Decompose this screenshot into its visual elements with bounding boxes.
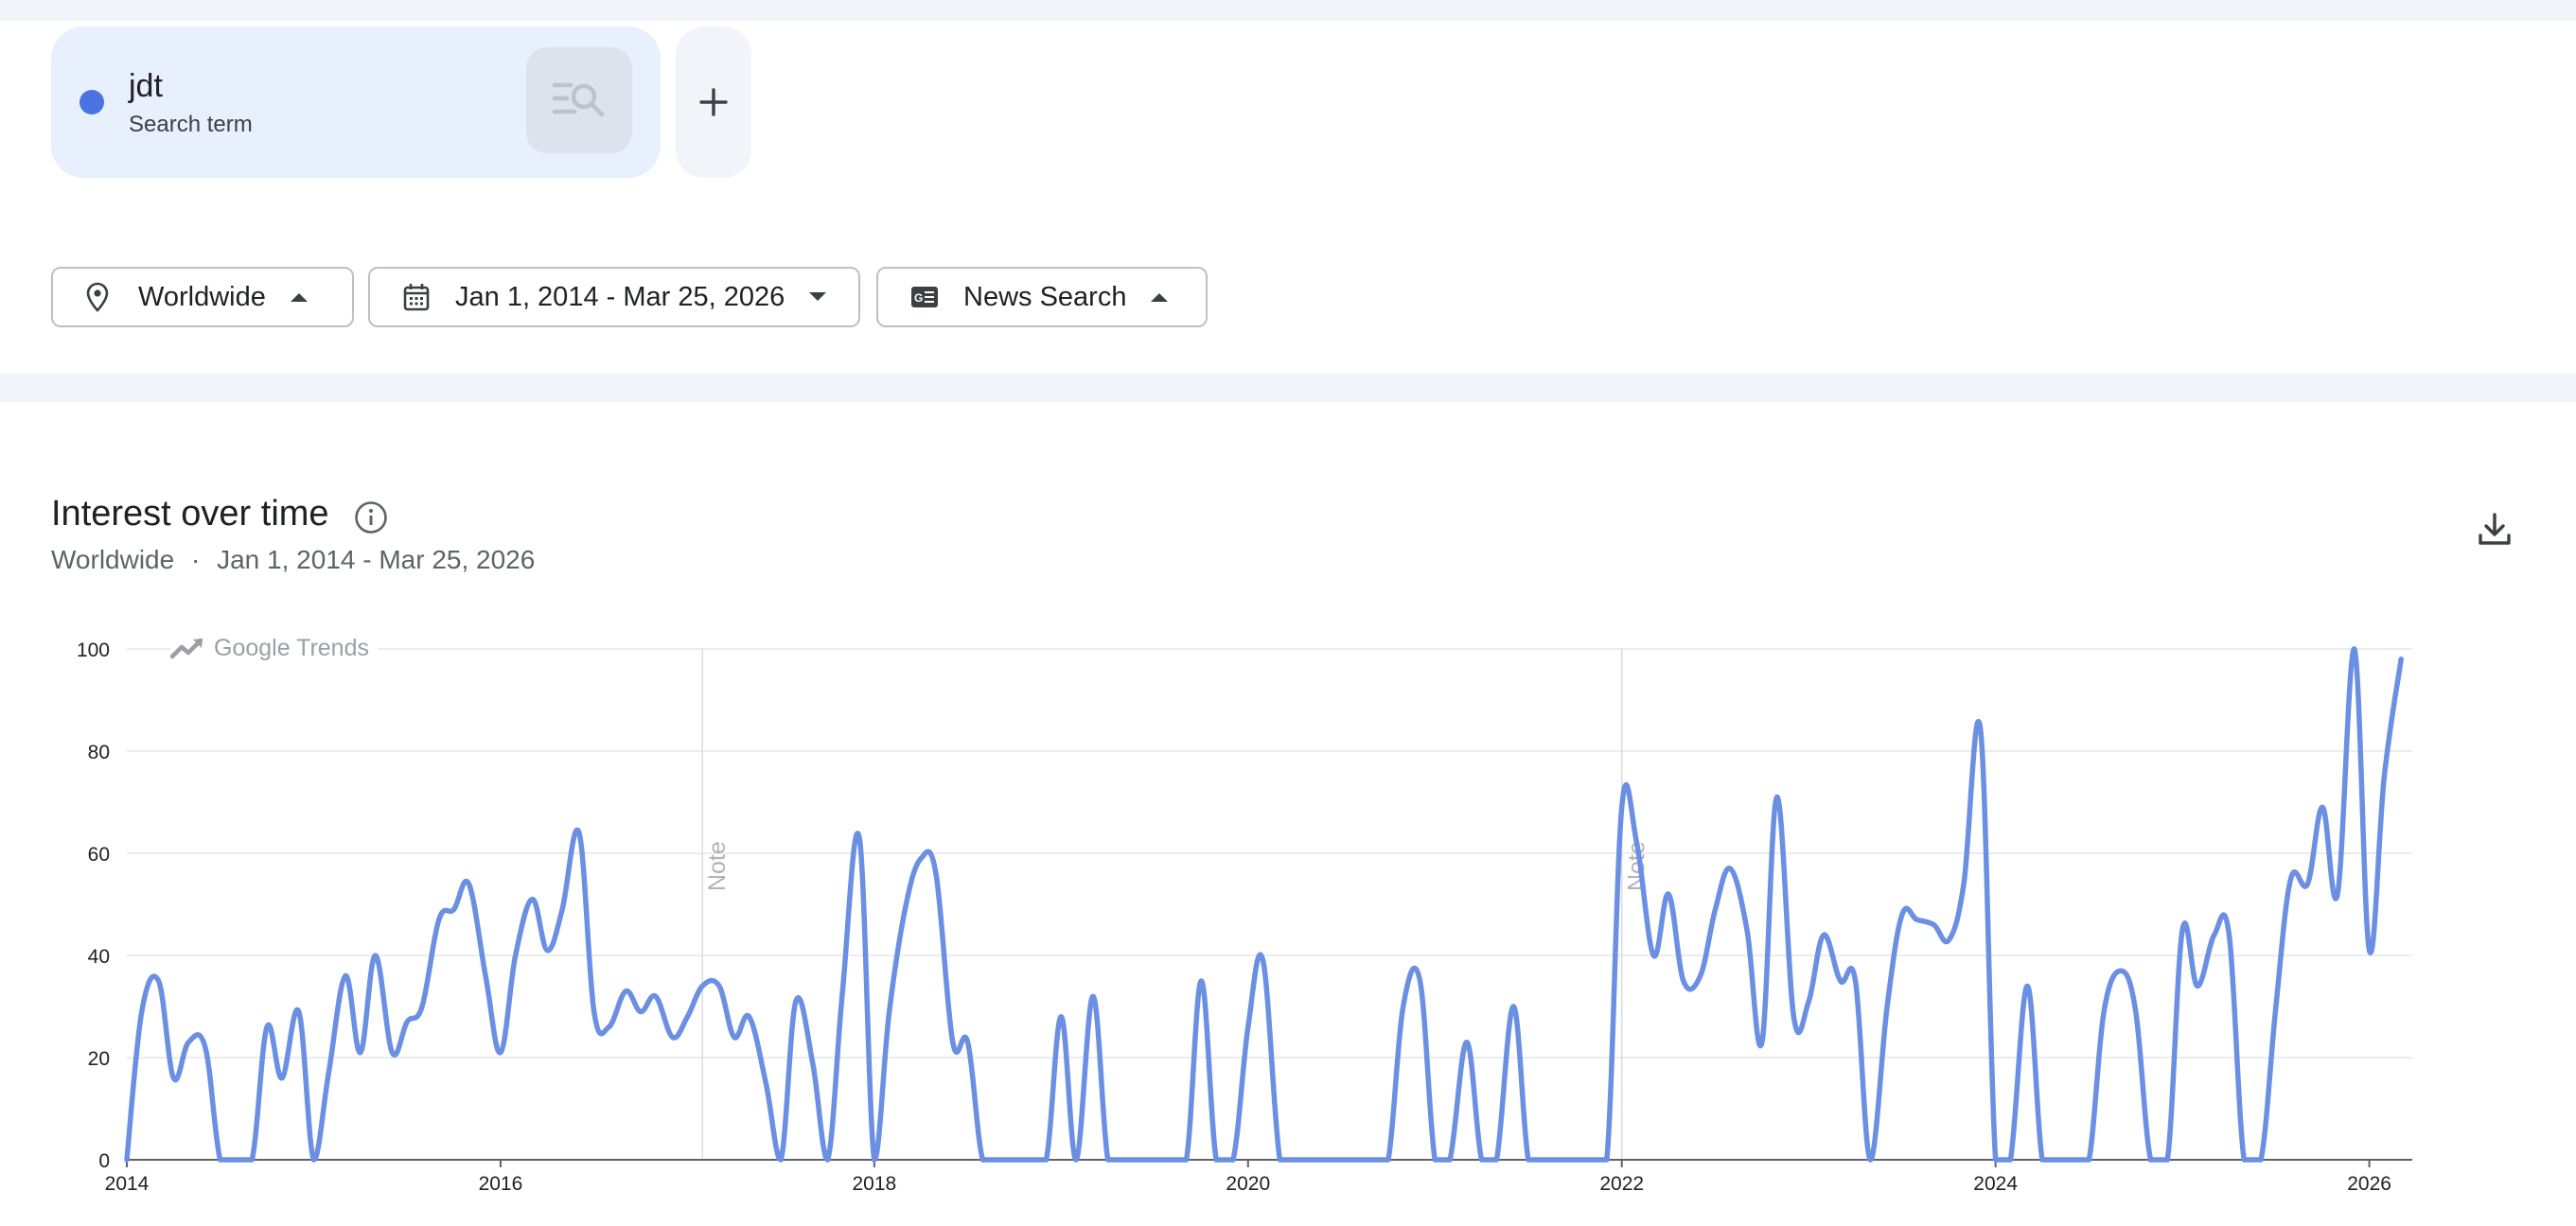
svg-text:G: G	[914, 291, 923, 305]
x-tick-label: 2016	[479, 1173, 523, 1195]
subtitle-location: Worldwide	[51, 545, 175, 574]
note-label: Note	[704, 841, 731, 891]
section-subtitle: Worldwide · Jan 1, 2014 - Mar 25, 2026	[51, 545, 535, 575]
x-tick-label: 2024	[1973, 1173, 2018, 1195]
search-term-name: jdt	[129, 68, 163, 104]
calendar-icon	[402, 282, 432, 312]
x-tick-label: 2022	[1599, 1173, 1644, 1195]
y-tick-label: 0	[98, 1150, 110, 1172]
x-tick-label: 2026	[2347, 1173, 2391, 1195]
trend-arrow-icon	[170, 638, 203, 659]
section-divider	[0, 374, 2576, 402]
refine-search-button[interactable]	[526, 47, 632, 153]
location-filter-label: Worldwide	[138, 281, 266, 312]
caret-down-icon	[809, 292, 827, 301]
x-tick-label: 2018	[853, 1173, 897, 1195]
y-tick-label: 60	[88, 844, 110, 866]
google-trends-watermark: Google Trends	[170, 632, 379, 664]
top-band	[0, 0, 2576, 21]
y-tick-label: 20	[88, 1048, 110, 1070]
add-comparison-button[interactable]	[676, 26, 751, 178]
download-icon[interactable]	[2476, 511, 2514, 549]
y-tick-label: 100	[77, 639, 110, 661]
subtitle-separator: ·	[190, 545, 201, 574]
x-tick-label: 2020	[1226, 1173, 1270, 1195]
plus-icon	[699, 88, 728, 116]
search-term-card[interactable]: jdt Search term	[51, 26, 661, 178]
watermark-label: Google Trends	[214, 634, 369, 661]
date-range-label: Jan 1, 2014 - Mar 25, 2026	[455, 281, 785, 312]
search-list-icon	[552, 82, 605, 117]
caret-up-icon	[290, 293, 308, 302]
info-icon[interactable]	[353, 499, 389, 535]
series-color-dot	[79, 90, 104, 114]
series-line-jdt	[124, 646, 2404, 1163]
subtitle-date: Jan 1, 2014 - Mar 25, 2026	[217, 545, 536, 574]
date-range-filter[interactable]: Jan 1, 2014 - Mar 25, 2026	[368, 267, 860, 327]
x-tick-label: 2014	[105, 1173, 150, 1195]
search-type-label: News Search	[963, 281, 1127, 312]
search-type-filter[interactable]: G News Search	[876, 267, 1208, 327]
y-tick-label: 80	[88, 742, 110, 763]
location-pin-icon	[85, 282, 115, 312]
caret-up-icon	[1151, 293, 1169, 302]
search-term-type: Search term	[129, 112, 253, 137]
news-icon: G	[910, 282, 941, 312]
section-title: Interest over time	[51, 494, 329, 534]
y-tick-label: 40	[88, 946, 110, 968]
location-filter[interactable]: Worldwide	[51, 267, 354, 327]
